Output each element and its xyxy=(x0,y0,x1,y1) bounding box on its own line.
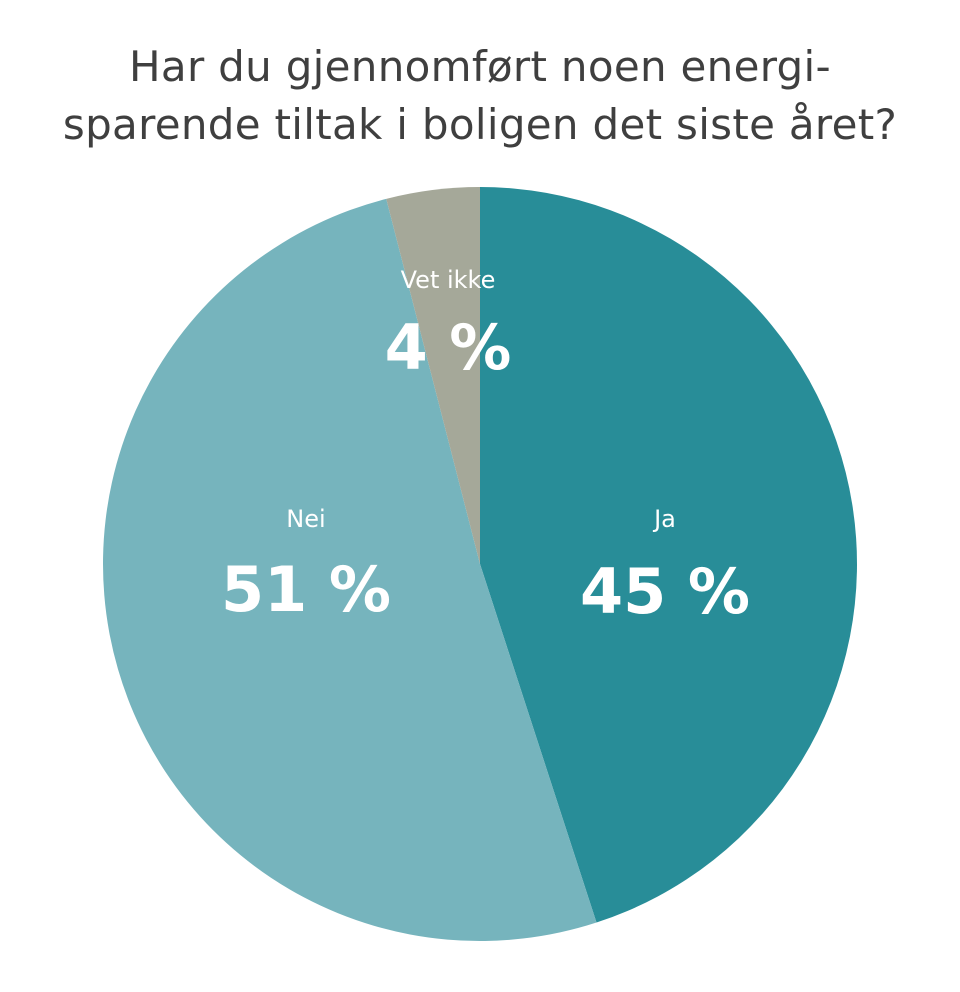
chart-title: Har du gjennomført noen energi- sparende… xyxy=(0,38,960,154)
chart-title-line-2: sparende tiltak i boligen det siste året… xyxy=(62,100,898,149)
slice-label-vet-ikke: Vet ikke xyxy=(401,266,496,294)
pie-labels: Ja 45 % Nei 51 % Vet ikke 4 % xyxy=(221,266,750,628)
slice-value-ja: 45 % xyxy=(580,555,750,628)
slice-label-nei: Nei xyxy=(286,505,325,533)
slice-value-nei: 51 % xyxy=(221,553,391,626)
pie-slice-nei xyxy=(102,198,597,942)
slice-label-ja: Ja xyxy=(652,505,676,533)
pie-slices xyxy=(102,187,857,942)
slice-value-vet-ikke: 4 % xyxy=(385,311,512,384)
chart-title-line-1: Har du gjennomført noen energi- xyxy=(129,42,831,91)
pie-slice-ja xyxy=(480,187,857,923)
pie-slice-vet-ikke xyxy=(386,187,480,564)
